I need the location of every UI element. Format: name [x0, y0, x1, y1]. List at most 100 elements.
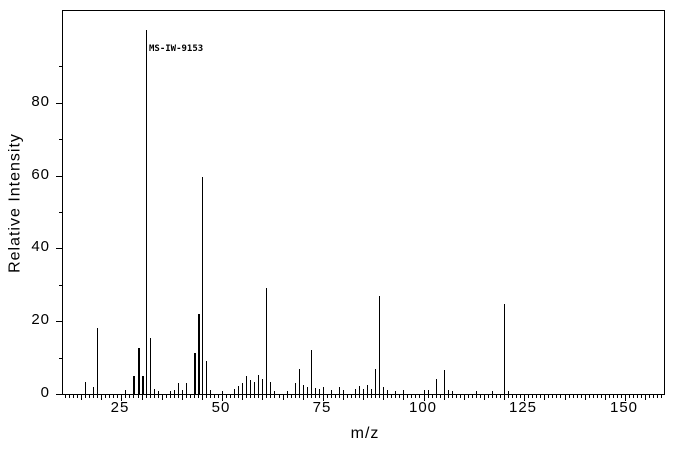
x-axis-tick [629, 394, 630, 398]
x-axis-tick [444, 394, 445, 400]
peak-line [295, 383, 296, 394]
x-axis-tick [222, 394, 223, 401]
x-axis-tick [105, 394, 106, 398]
peak-line [154, 389, 155, 394]
peak-line [363, 389, 364, 394]
peak-line [303, 385, 304, 394]
x-axis-tick [250, 394, 251, 398]
x-axis-tick [89, 394, 90, 398]
x-axis-tick [69, 394, 70, 398]
peak-line [375, 369, 376, 394]
x-axis-tick [524, 394, 525, 401]
peak-line [504, 304, 505, 394]
x-axis-tick [605, 394, 606, 400]
x-axis-tick [520, 394, 521, 398]
x-axis-tick [621, 394, 622, 398]
peak-line [186, 383, 187, 394]
x-axis-tick [504, 394, 505, 400]
x-axis-tick [198, 394, 199, 398]
peak-line [178, 383, 179, 394]
peak-line [222, 391, 223, 394]
x-axis-tick [246, 394, 247, 398]
x-axis-tick [113, 394, 114, 398]
peak-line [174, 390, 175, 394]
y-axis-tick [56, 103, 63, 104]
x-axis-tick [536, 394, 537, 398]
x-axis-tick [274, 394, 275, 398]
x-axis-tick [77, 394, 78, 398]
x-axis-tick [649, 394, 650, 398]
peak-line [331, 390, 332, 394]
x-axis-tick [295, 394, 296, 398]
peak-line [311, 350, 312, 394]
x-axis-tick [375, 394, 376, 398]
peak-line [270, 382, 271, 394]
x-axis-tick [303, 394, 304, 400]
x-axis-tick [432, 394, 433, 398]
y-axis-tick [56, 248, 63, 249]
peak-line [274, 391, 275, 394]
peak-line [395, 391, 396, 394]
x-axis-tick [359, 394, 360, 398]
x-axis-tick [121, 394, 122, 401]
x-axis-tick [512, 394, 513, 398]
x-axis-tick [81, 394, 82, 400]
plot-area: MS-IW-9153 [56, 10, 665, 401]
x-axis-tick [194, 394, 195, 398]
x-axis-tick [343, 394, 344, 400]
x-axis-tick [403, 394, 404, 400]
y-tick-label: 60 [31, 166, 50, 183]
x-axis-tick [186, 394, 187, 398]
peak-line [508, 391, 509, 394]
peak-line [85, 382, 86, 394]
peak-line [339, 387, 340, 394]
x-axis-tick [613, 394, 614, 398]
x-axis-tick [162, 394, 163, 400]
peak-line [355, 389, 356, 394]
x-axis-tick [202, 394, 203, 400]
x-axis-tick [633, 394, 634, 398]
x-axis-tick [142, 394, 143, 400]
peak-line [492, 391, 493, 394]
peak-line [403, 390, 404, 394]
x-axis-tick [73, 394, 74, 398]
peak-line [125, 390, 126, 394]
y-axis-title: Relative Intensity [6, 133, 24, 273]
x-axis-tick [242, 394, 243, 400]
y-axis-tick [56, 321, 63, 322]
spectrum-id-label: MS-IW-9153 [149, 44, 204, 54]
x-axis-tick [569, 394, 570, 398]
x-axis-tick [641, 394, 642, 398]
x-axis-tick [93, 394, 94, 398]
x-axis-tick [472, 394, 473, 398]
x-axis-tick [367, 394, 368, 398]
x-axis-tick [415, 394, 416, 398]
peak-line [93, 387, 94, 394]
x-axis-tick [407, 394, 408, 398]
x-axis-tick [331, 394, 332, 398]
x-axis-tick [540, 394, 541, 398]
y-axis-tick [59, 285, 63, 286]
y-tick-label: 80 [31, 93, 50, 110]
x-axis-tick [556, 394, 557, 398]
x-axis-tick [585, 394, 586, 400]
peak-line [383, 387, 384, 394]
x-axis-tick [85, 394, 86, 398]
peak-line [266, 288, 267, 394]
x-axis-tick [609, 394, 610, 398]
x-axis-tick [129, 394, 130, 398]
peak-line [234, 389, 235, 394]
x-axis-tick [150, 394, 151, 398]
x-axis-tick [206, 394, 207, 398]
x-axis-tick [383, 394, 384, 400]
x-axis-tick [351, 394, 352, 398]
y-axis-tick [59, 212, 63, 213]
x-axis-tick [661, 394, 662, 398]
x-axis-tick [190, 394, 191, 398]
y-axis-tick [56, 394, 63, 395]
peak-line [359, 386, 360, 394]
peak-line [158, 391, 159, 394]
x-axis-tick [436, 394, 437, 398]
peak-line [476, 391, 477, 394]
